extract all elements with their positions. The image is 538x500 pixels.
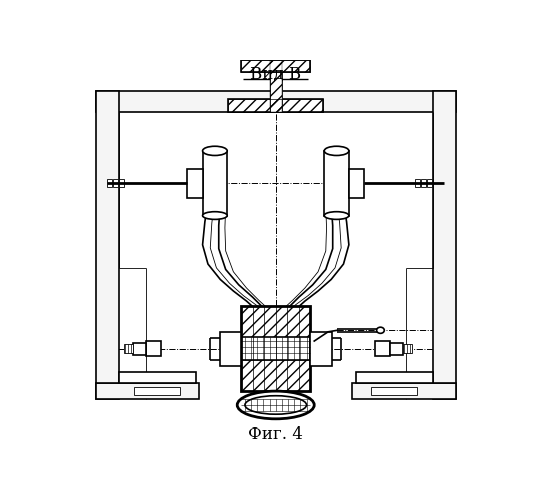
Bar [107,180,112,187]
Bar [96,91,119,399]
Ellipse shape [324,212,349,220]
Bar [270,60,282,112]
Bar [403,344,412,354]
Text: Вид В: Вид В [250,66,301,82]
Ellipse shape [245,396,307,414]
Ellipse shape [203,212,227,220]
Bar [203,151,227,216]
Ellipse shape [237,391,314,419]
Bar [270,60,282,112]
Bar [415,180,420,187]
Bar [241,60,310,72]
Bar [119,372,196,384]
Bar [228,98,323,112]
Ellipse shape [203,146,227,156]
Bar [371,387,417,395]
Bar [187,168,203,198]
Bar [114,180,118,187]
Bar [228,98,323,112]
Bar [349,168,364,198]
Bar [324,151,349,216]
Bar [352,384,456,399]
Text: Фиг. 4: Фиг. 4 [249,426,303,444]
Bar [421,180,426,187]
Bar [241,360,310,391]
Bar [133,342,146,355]
Bar [96,91,456,112]
Bar [241,306,310,391]
Bar [146,341,161,356]
Bar [427,180,432,187]
Bar [220,332,241,366]
Bar [391,342,403,355]
Bar [433,91,456,399]
Bar [119,180,124,187]
Bar [241,306,310,337]
Bar [356,372,433,384]
Ellipse shape [377,327,384,334]
Ellipse shape [324,146,349,156]
Bar [241,60,310,72]
Bar [96,384,200,399]
Bar [310,332,332,366]
Bar [375,341,391,356]
Bar [124,344,133,354]
Bar [134,387,180,395]
